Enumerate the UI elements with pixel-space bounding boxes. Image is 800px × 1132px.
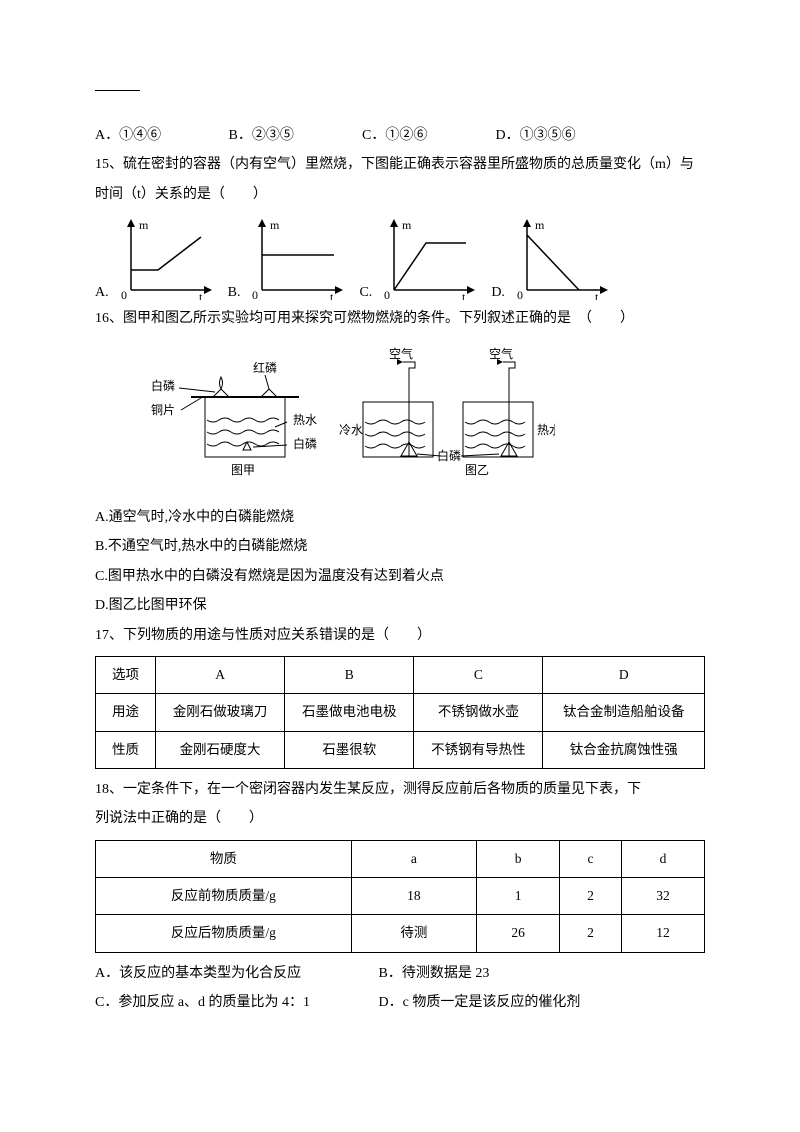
header-rule [95,90,140,91]
q16-opt-d: D.图乙比图甲环保 [95,591,705,620]
q18-opts-cd: C．参加反应 a、d 的质量比为 4：1 D．c 物质一定是该反应的催化剂 [95,988,705,1017]
q16-opt-a: A.通空气时,冷水中的白磷能燃烧 [95,503,705,532]
svg-text:白磷: 白磷 [151,378,175,393]
q17-stem: 17、下列物质的用途与性质对应关系错误的是（ ） [95,621,705,650]
svg-text:热水: 热水 [293,413,317,427]
svg-text:0: 0 [252,288,258,300]
q14-options: A．①④⑥ B．②③⑤ C．①②⑥ D．①③⑤⑥ [95,121,705,150]
svg-text:0: 0 [517,288,523,300]
q17-col-d: D [543,656,705,693]
svg-text:空气: 空气 [389,346,413,361]
svg-text:白磷: 白磷 [293,436,317,451]
table-row: 选项 A B C D [96,656,705,693]
q15-label-a: A. [95,286,109,300]
q14-opt-c: C．①②⑥ [362,121,492,150]
q18-opt-b: B．待测数据是 23 [379,966,490,981]
q16-opt-b: B.不通空气时,热水中的白磷能燃烧 [95,532,705,561]
q16-opt-c: C.图甲热水中的白磷没有燃烧是因为温度没有达到着火点 [95,562,705,591]
table-row: 性质 金刚石硬度大 石墨很软 不锈钢有导热性 钛合金抗腐蚀性强 [96,731,705,768]
graph-c: m 0 t [376,215,481,300]
q18-opt-c: C．参加反应 a、d 的质量比为 4：1 [95,988,375,1017]
q17-col-b: B [285,656,414,693]
svg-text:m: m [270,218,280,232]
q17-col-c: C [414,656,543,693]
q18-opt-a: A．该反应的基本类型为化合反应 [95,959,375,988]
q18-table: 物质 a b c d 反应前物质质量/g 18 1 2 32 反应后物质质量/g… [95,840,705,953]
svg-text:铜片: 铜片 [151,402,175,417]
svg-text:t: t [462,290,466,300]
q16-figure: 白磷 红磷 铜片 热水 白磷 图甲 [135,342,705,493]
q16-stem: 16、图甲和图乙所示实验均可用来探究可燃物燃烧的条件。下列叙述正确的是 （ ） [95,304,705,333]
q18-opts-ab: A．该反应的基本类型为化合反应 B．待测数据是 23 [95,959,705,988]
svg-text:热水: 热水 [537,423,555,437]
q18-stem2: 列说法中正确的是（ ） [95,804,705,833]
q15-stem: 15、硫在密封的容器（内有空气）里燃烧，下图能正确表示容器里所盛物质的总质量变化… [95,150,705,209]
graph-b: m 0 t [244,215,349,300]
q17-col-opt: 选项 [96,656,156,693]
svg-text:m: m [402,218,412,232]
q17-table: 选项 A B C D 用途 金刚石做玻璃刀 石墨做电池电极 不锈钢做水壶 钛合金… [95,656,705,769]
svg-text:空气: 空气 [489,346,513,361]
q14-opt-d: D．①③⑤⑥ [496,121,576,150]
q18-opt-d: D．c 物质一定是该反应的催化剂 [379,995,581,1010]
graph-a: m 0 t [113,215,218,300]
svg-text:图甲: 图甲 [231,463,255,477]
table-row: 反应前物质质量/g 18 1 2 32 [96,878,705,915]
svg-text:红磷: 红磷 [253,360,277,375]
q15-label-b: B. [228,286,241,300]
graph-d: m 0 t [509,215,614,300]
q14-opt-b: B．②③⑤ [229,121,359,150]
svg-text:t: t [199,290,203,300]
svg-text:图乙: 图乙 [465,463,489,477]
q15-graphs: A. m 0 t B. m 0 t [95,215,705,300]
page: A．①④⑥ B．②③⑤ C．①②⑥ D．①③⑤⑥ 15、硫在密封的容器（内有空气… [0,0,800,1078]
svg-text:0: 0 [121,288,127,300]
svg-text:0: 0 [384,288,390,300]
svg-text:冷水: 冷水 [339,423,363,437]
q15-label-c: C. [359,286,372,300]
q17-col-a: A [156,656,285,693]
q15-label-d: D. [491,286,505,300]
q14-opt-a: A．①④⑥ [95,121,225,150]
table-row: 用途 金刚石做玻璃刀 石墨做电池电极 不锈钢做水壶 钛合金制造船舶设备 [96,694,705,731]
svg-text:t: t [595,290,599,300]
table-row: 反应后物质质量/g 待测 26 2 12 [96,915,705,952]
q18-stem1: 18、一定条件下，在一个密闭容器内发生某反应，测得反应前后各物质的质量见下表，下 [95,775,705,804]
svg-text:m: m [139,218,149,232]
svg-text:t: t [330,290,334,300]
table-row: 物质 a b c d [96,840,705,877]
svg-text:m: m [535,218,545,232]
